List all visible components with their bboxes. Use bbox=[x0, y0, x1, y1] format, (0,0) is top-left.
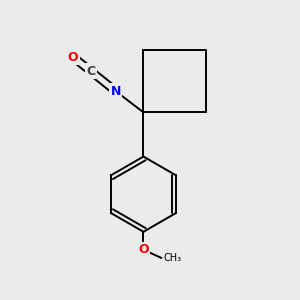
Text: N: N bbox=[110, 85, 121, 98]
Text: CH₃: CH₃ bbox=[163, 253, 181, 263]
Text: C: C bbox=[86, 65, 96, 78]
Text: O: O bbox=[138, 243, 149, 256]
Text: O: O bbox=[68, 51, 78, 64]
